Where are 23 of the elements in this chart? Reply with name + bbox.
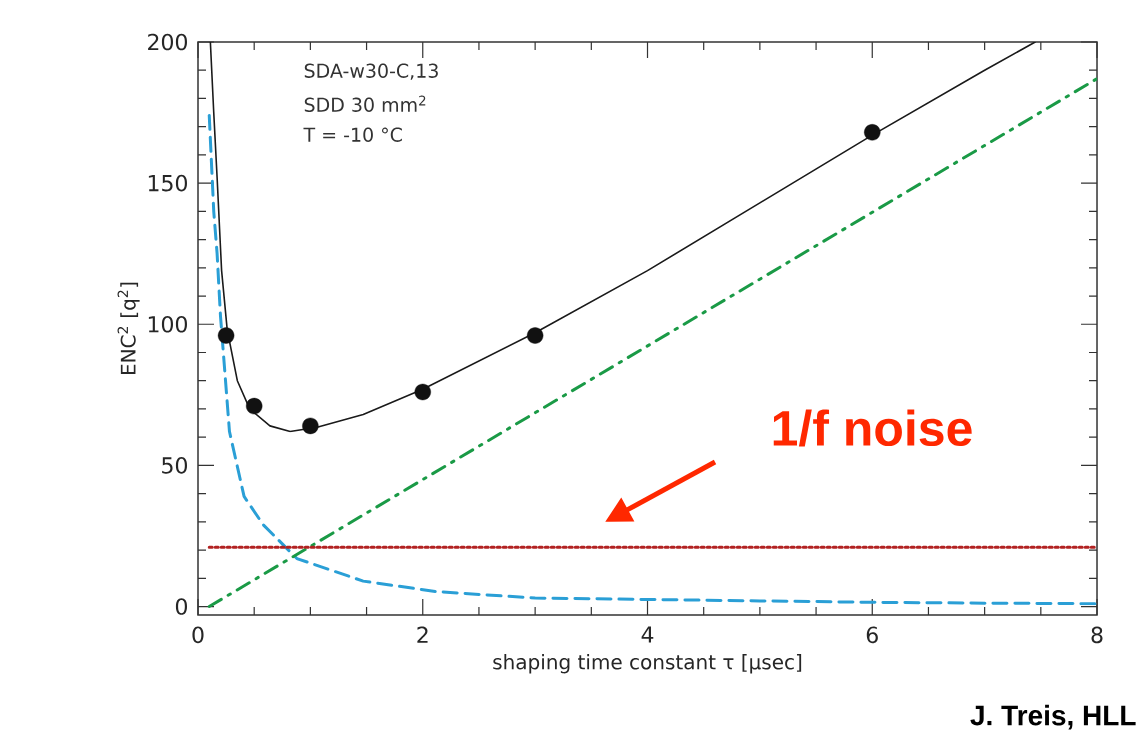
- point: [217, 327, 235, 344]
- point: [302, 417, 319, 435]
- x-tick-label: 8: [1091, 626, 1103, 644]
- y-tick-label: 150: [148, 174, 187, 192]
- y-tick-label: 50: [162, 457, 187, 474]
- annotation: T = -10 °C: [303, 127, 402, 142]
- point: [526, 327, 544, 344]
- y-axis-title: ENC$^{2}$ [q$^{2}$]: [117, 282, 140, 375]
- x-tick-label: 0: [192, 626, 204, 644]
- annotation: 1/f noise: [773, 409, 972, 447]
- y-tick-label: 100: [148, 315, 187, 333]
- x-tick-label: 2: [417, 626, 428, 643]
- y-tick-label: 200: [148, 33, 187, 51]
- annotation: SDA-w30-C,13: [304, 63, 438, 80]
- x-tick-label: 4: [641, 626, 654, 643]
- annotation: SDD 30 mm$^{2}$: [304, 95, 426, 112]
- point: [864, 124, 881, 141]
- text: J. Treis, HLL: [970, 704, 1136, 730]
- y-tick-label: 0: [175, 598, 187, 615]
- point: [245, 397, 263, 415]
- x-tick-label: 6: [866, 626, 878, 644]
- x-axis-title: shaping time constant τ [µsec]: [493, 654, 802, 674]
- point: [414, 383, 431, 401]
